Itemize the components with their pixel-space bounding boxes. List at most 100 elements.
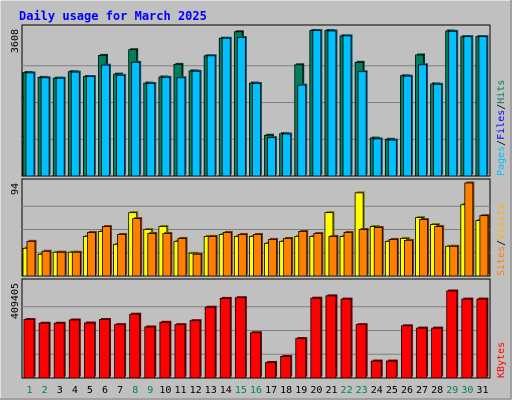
bar <box>131 61 141 177</box>
bar <box>343 232 353 277</box>
bar-kbytes-day-2 <box>38 321 51 379</box>
bar <box>265 362 276 379</box>
bar-kbytes-day-20 <box>310 296 323 379</box>
x-tick-label: 25 <box>386 385 398 396</box>
x-tick-label: 19 <box>295 385 307 396</box>
x-tick-label: 20 <box>310 385 322 396</box>
bar-kbytes-day-17 <box>265 360 278 379</box>
x-tick-label: 18 <box>280 385 292 396</box>
bar-kbytes-day-22 <box>340 297 353 379</box>
bar-files-day-9 <box>146 82 157 177</box>
bar-sites-day-22 <box>343 230 354 277</box>
x-tick-label: 17 <box>265 385 277 396</box>
bar-kbytes-day-23 <box>355 323 368 379</box>
bar-sites-day-30 <box>464 181 475 277</box>
bar-sites-day-4 <box>71 250 82 277</box>
x-tick-label: 28 <box>431 385 443 396</box>
bar-files-day-6 <box>101 63 111 177</box>
bar <box>373 227 383 277</box>
bar-kbytes-day-5 <box>83 321 96 379</box>
bar <box>86 232 96 277</box>
y-max-label: 3608 <box>10 29 21 53</box>
panel-kbytes: 409405 KBytes <box>10 278 507 379</box>
bar <box>298 231 308 277</box>
x-tick-label: 13 <box>205 385 217 396</box>
legend-entry: Visits <box>496 204 507 240</box>
bar-sites-day-24 <box>373 226 384 277</box>
bar-files-day-11 <box>176 76 187 177</box>
bar-files-day-22 <box>342 34 353 177</box>
x-tick-label: 30 <box>461 385 473 396</box>
series-kbytes <box>23 289 489 379</box>
bar <box>355 324 367 379</box>
bar-files-day-26 <box>403 74 413 177</box>
bar-files-day-5 <box>85 75 96 177</box>
bar <box>416 327 427 379</box>
bar-files-day-25 <box>387 138 398 177</box>
x-tick-label: 7 <box>117 385 123 396</box>
bar-sites-day-18 <box>283 236 294 277</box>
bar-kbytes-day-10 <box>159 320 172 379</box>
bar-sites-day-19 <box>298 229 309 277</box>
bar <box>433 83 443 177</box>
bar <box>419 219 428 277</box>
bar <box>448 30 458 177</box>
bar <box>370 360 382 379</box>
bar <box>253 234 262 277</box>
bar-files-day-3 <box>55 76 66 177</box>
bar <box>446 290 458 379</box>
bar-files-day-16 <box>252 82 262 177</box>
bar-files-day-21 <box>327 29 338 177</box>
bar <box>41 250 51 277</box>
x-tick-label: 21 <box>325 385 337 396</box>
bar <box>38 322 50 379</box>
bar-kbytes-day-6 <box>99 318 111 379</box>
x-tick-label: 3 <box>57 385 63 396</box>
bar-sites-day-25 <box>388 237 399 277</box>
legend-entry: Pages <box>496 146 507 176</box>
x-tick-label: 5 <box>87 385 93 396</box>
bar <box>117 234 126 277</box>
bar-kbytes-day-9 <box>144 325 157 379</box>
bar <box>222 232 232 277</box>
bar <box>159 321 171 379</box>
bar <box>206 55 216 177</box>
bar <box>56 251 66 277</box>
x-tick-label: 26 <box>401 385 413 396</box>
bar-files-day-10 <box>161 75 172 177</box>
bar <box>250 332 261 379</box>
bar-sites-day-20 <box>313 231 324 277</box>
bar-files-day-4 <box>70 70 81 177</box>
bar <box>313 233 323 277</box>
bar-files-day-2 <box>40 76 51 177</box>
bar <box>252 83 261 177</box>
bar-kbytes-day-29 <box>446 289 459 379</box>
bar <box>404 239 413 277</box>
bar <box>461 298 473 379</box>
bar-kbytes-day-21 <box>325 294 338 379</box>
bar-sites-day-29 <box>449 244 460 277</box>
bar <box>162 233 172 277</box>
bar <box>325 295 337 379</box>
bar <box>101 64 110 177</box>
bar-kbytes-day-11 <box>174 323 187 379</box>
x-tick-label: 23 <box>356 385 368 396</box>
bar <box>418 64 427 177</box>
legend-kbytes: KBytes <box>496 342 507 378</box>
bar <box>83 322 95 379</box>
bar-sites-day-16 <box>253 232 263 277</box>
panel-visits-sites: 94 Sites/Visits <box>10 178 507 277</box>
bar-files-day-20 <box>312 29 323 177</box>
x-tick-label: 14 <box>220 385 232 396</box>
bar <box>191 70 201 177</box>
bar-files-day-31 <box>478 35 489 177</box>
bar <box>116 74 125 177</box>
bar <box>237 234 247 277</box>
bar-kbytes-day-3 <box>53 321 66 379</box>
bar <box>312 30 322 177</box>
bar <box>53 322 65 379</box>
bar-kbytes-day-31 <box>476 297 489 379</box>
bar-kbytes-day-30 <box>461 297 474 379</box>
bar-sites-day-3 <box>56 250 67 277</box>
